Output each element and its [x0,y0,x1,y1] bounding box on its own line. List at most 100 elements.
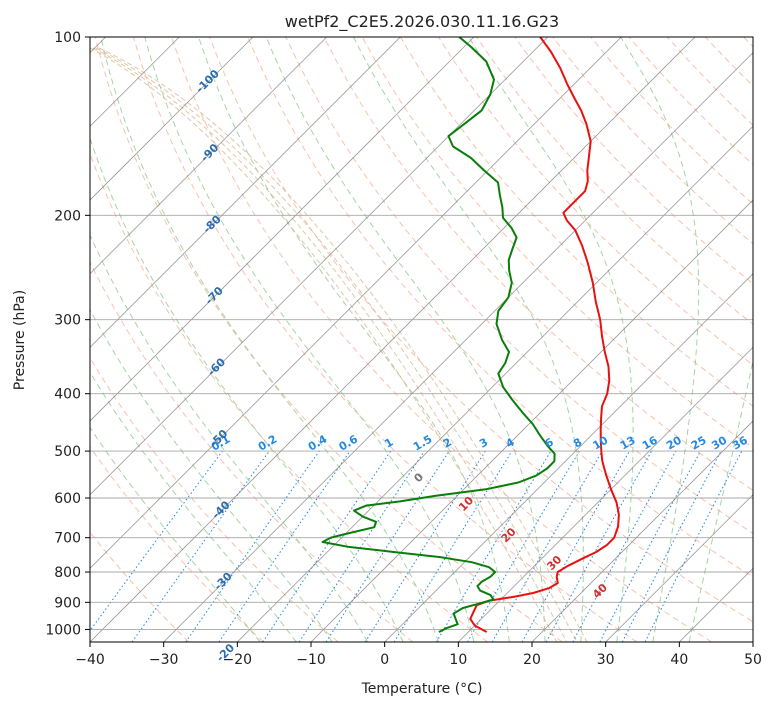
isotherm-label: -60 [205,355,228,378]
isotherm [458,346,753,642]
isotherm-label: -30 [212,570,235,593]
y-tick-label: 1000 [45,622,81,638]
dry-adiabat [90,152,488,642]
x-tick-label: 10 [449,652,467,668]
isotherm-label: -90 [198,141,221,164]
y-tick-label: 100 [54,30,81,46]
isentrope [98,47,588,642]
mixing-ratio-label: 30 [709,433,729,452]
x-tick-label: 40 [670,652,688,668]
mixing-ratio-line [521,450,630,642]
mixing-ratio-line [545,450,653,642]
moist-adiabat [90,136,404,642]
mixing-ratio-line [262,450,392,642]
mixing-ratio-label: 25 [689,434,709,453]
mixing-ratio-label: 20 [664,433,684,452]
x-tick-label: −30 [149,652,179,668]
isotherm [90,37,548,496]
plot-frame [89,36,754,643]
dewpoint-profile-line [321,37,556,633]
mixing-ratio-label: 16 [640,433,660,452]
isentrope [92,47,568,642]
dry-adiabat [514,37,753,285]
moist-adiabat [265,37,546,642]
isotherm [752,641,753,642]
isotherm-label: -70 [203,284,226,307]
isotherm [90,37,401,348]
isotherm [90,37,254,201]
mixing-ratio-line [90,450,223,632]
moist-adiabat [90,233,369,642]
chart-title: wetPf2_C2E5.2026.030.11.16.G23 [285,12,559,32]
moist-adiabat [90,308,333,642]
dry-adiabat [90,260,414,642]
x-tick-label: −20 [223,652,253,668]
mixing-ratio-line [185,450,320,642]
isotherm [90,37,696,642]
isotherm [90,37,475,422]
mixing-ratio-label: 0.2 [256,433,279,454]
dry-adiabat [94,37,563,642]
dry-adiabat [90,356,339,642]
moist-adiabat [90,426,261,642]
isotherm-value-label: 0 [411,470,426,485]
moist-adiabat [100,37,439,642]
mixing-ratio-label: 8 [571,436,584,451]
x-tick-label: 30 [597,652,615,668]
isotherm-label: -100 [193,67,222,96]
dry-adiabat [209,37,753,623]
mixing-ratio-label: 10 [590,433,610,452]
mixing-ratio-label: 36 [730,433,750,452]
dry-adiabat [666,37,753,126]
mixing-ratio-label: 1.5 [411,433,434,454]
dry-adiabat [743,37,753,48]
axes: −40 −30 −20 −10 0 10 20 30 40 5010020030040050060… [45,30,762,668]
mixing-ratio-line [131,450,270,642]
x-tick-label: 50 [744,652,762,668]
temperature-profile-line [469,37,620,633]
dry-adiabat [552,37,753,245]
y-tick-label: 300 [54,313,81,329]
dry-adiabat [437,37,753,366]
isotherm [310,199,753,642]
x-tick-label: 20 [523,652,541,668]
dry-adiabat [285,37,753,535]
isotherm [384,273,753,642]
dry-adiabat [132,37,638,642]
x-axis-label: Temperature (°C) [361,681,483,697]
mixing-ratio-label: 13 [618,434,638,453]
profiles [321,37,620,633]
dry-adiabat [476,37,753,325]
mixing-ratio-line [644,450,743,642]
x-tick-label: 0 [380,652,389,668]
y-tick-label: 700 [54,531,81,547]
y-axis-label: Pressure (hPa) [12,290,28,390]
dry-adiabat [171,37,712,642]
mixing-ratio-line [599,450,701,642]
mixing-ratio-line [393,450,513,642]
mixing-ratio-line [572,450,677,642]
mixing-ratio-label: 0.6 [337,432,361,453]
isotherm [90,37,327,275]
dry-adiabat [90,531,190,642]
mixing-ratio-label: 3 [477,436,490,451]
x-tick-label: −40 [75,652,105,668]
isotherm-value-label: 40 [590,581,610,601]
mixing-ratio-line [218,450,351,642]
moist-adiabat [198,37,510,642]
mixing-ratio-line [298,450,425,642]
isotherm [679,567,753,642]
moist-adiabat [688,358,753,642]
isotherm [531,420,753,642]
y-tick-label: 200 [54,208,81,224]
y-tick-label: 900 [54,595,81,611]
isotherm-label: -40 [209,498,232,521]
isotherm [163,52,753,642]
dry-adiabat [90,446,264,642]
isentrope [90,47,558,642]
dry-adiabat [704,37,753,87]
y-tick-label: 800 [54,565,81,581]
dry-adiabat [590,37,753,205]
